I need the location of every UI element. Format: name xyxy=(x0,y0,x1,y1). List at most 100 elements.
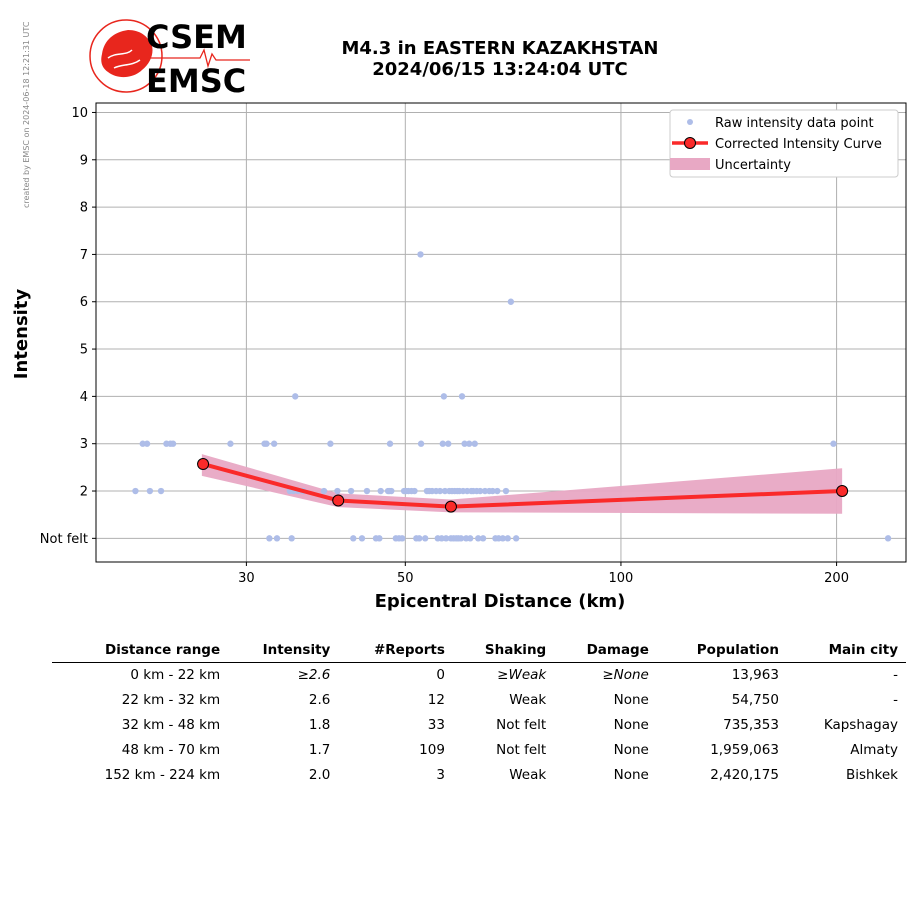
x-tick-label: 200 xyxy=(824,571,849,586)
legend-raw-marker xyxy=(687,119,693,125)
raw-data-point xyxy=(507,298,515,305)
raw-data-point xyxy=(440,393,448,400)
raw-data-point xyxy=(830,440,837,447)
header-damage: Damage xyxy=(554,640,657,663)
logo-top-text: CSEM xyxy=(146,18,247,56)
table-header-row: Distance range Intensity #Reports Shakin… xyxy=(52,640,906,663)
raw-data-point xyxy=(363,487,371,495)
raw-data-point xyxy=(445,440,452,447)
corrected-curve-point xyxy=(444,500,457,513)
corrected-curve-line xyxy=(202,462,843,509)
y-tick-label: 5 xyxy=(80,343,88,358)
raw-data-point xyxy=(266,535,273,542)
raw-data-point xyxy=(143,440,151,447)
table-row: 32 km - 48 km 1.8 33 Not felt None 735,3… xyxy=(121,717,898,733)
legend-curve-marker xyxy=(684,137,696,149)
raw-data-point xyxy=(479,535,487,542)
y-tick-label: 3 xyxy=(80,437,88,452)
raw-data-point xyxy=(350,535,357,542)
raw-data-point xyxy=(474,535,482,542)
raw-data-point xyxy=(471,440,478,447)
raw-data-point xyxy=(439,440,446,447)
legend-uncertainty-swatch xyxy=(670,158,710,170)
raw-data-point xyxy=(386,440,394,447)
raw-data-point xyxy=(442,535,450,542)
raw-data-point xyxy=(502,487,510,495)
table-row: 0 km - 22 km ≥2.6 0 ≥Weak ≥None 13,963 - xyxy=(130,667,898,683)
raw-data-point xyxy=(377,487,384,495)
event-title-line2: 2024/06/15 13:24:04 UTC xyxy=(372,59,628,80)
event-title-line1: M4.3 in EASTERN KAZAKHSTAN xyxy=(341,38,659,59)
header-intensity: Intensity xyxy=(228,640,339,663)
raw-data-point xyxy=(512,535,520,542)
y-tick-label: 4 xyxy=(80,390,88,405)
x-tick-label: 100 xyxy=(609,571,634,586)
y-axis-label: Intensity xyxy=(11,289,32,380)
raw-data-point xyxy=(376,535,383,542)
raw-data-point xyxy=(499,535,506,542)
y-tick-label: 8 xyxy=(80,201,88,216)
raw-data-point xyxy=(292,393,299,400)
emsc-logo: CSEM EMSC xyxy=(89,18,250,100)
y-tick-label: 9 xyxy=(80,153,88,168)
header-main-city: Main city xyxy=(786,640,906,663)
raw-data-point xyxy=(436,487,444,495)
raw-data-point xyxy=(157,487,165,495)
plot-border xyxy=(95,102,907,563)
raw-data-point xyxy=(288,535,295,542)
y-tick-label: 7 xyxy=(80,248,88,263)
corrected-curve-point xyxy=(197,458,210,471)
x-axis-label: Epicentral Distance (km) xyxy=(375,591,626,612)
raw-data-point xyxy=(132,487,139,495)
legend-uncertainty-label: Uncertainty xyxy=(715,158,791,173)
y-tick-label: 2 xyxy=(80,485,88,500)
header-shaking: Shaking xyxy=(452,640,555,663)
raw-data-point xyxy=(416,535,423,542)
raw-data-point xyxy=(358,535,366,542)
corrected-curve-point xyxy=(836,485,849,498)
event-title: M4.3 in EASTERN KAZAKHSTAN 2024/06/15 13… xyxy=(300,38,700,80)
raw-data-point xyxy=(417,440,425,447)
raw-data-point xyxy=(476,487,484,495)
header-reports: #Reports xyxy=(338,640,453,663)
raw-data-point xyxy=(270,440,278,447)
table-row: 22 km - 32 km 2.6 12 Weak None 54,750 - xyxy=(121,692,898,708)
plot-frame xyxy=(95,102,907,563)
raw-data-point xyxy=(388,487,395,495)
raw-data-point xyxy=(327,440,334,447)
logo-bottom-text: EMSC xyxy=(146,62,246,100)
raw-data-point xyxy=(146,487,154,495)
raw-data-point xyxy=(273,535,281,542)
raw-data-point xyxy=(457,535,465,542)
raw-data-point xyxy=(467,535,474,542)
raw-data-point xyxy=(411,487,418,495)
x-tick-label: 30 xyxy=(238,571,255,586)
raw-data-point xyxy=(421,535,429,542)
raw-points xyxy=(132,251,892,542)
raw-data-point xyxy=(398,535,406,542)
x-tick-label: 50 xyxy=(397,571,414,586)
corrected-curve-point xyxy=(332,494,345,507)
raw-data-point xyxy=(438,535,445,542)
raw-data-point xyxy=(263,440,270,447)
header-distance: Distance range xyxy=(52,640,229,663)
raw-data-point xyxy=(320,487,328,495)
axis-ticks: Not felt 2 3 4 5 6 7 8 9 10 30 50 100 200 xyxy=(40,106,849,586)
raw-data-point xyxy=(489,487,496,495)
intensity-table: Distance range Intensity #Reports Shakin… xyxy=(52,640,906,788)
corrected-curve xyxy=(197,458,849,513)
header-population: Population xyxy=(656,640,787,663)
legend-curve-label: Corrected Intensity Curve xyxy=(715,137,882,152)
legend-raw-label: Raw intensity data point xyxy=(715,116,874,131)
y-tick-label: Not felt xyxy=(40,532,88,547)
raw-data-point xyxy=(461,440,468,447)
intensity-chart: Not felt 2 3 4 5 6 7 8 9 10 30 50 100 200 Epicentral … xyxy=(11,102,907,612)
legend: Raw intensity data point Corrected Inten… xyxy=(669,109,899,178)
y-tick-label: 6 xyxy=(80,295,88,310)
y-tick-label: 10 xyxy=(71,106,88,121)
raw-data-point xyxy=(334,487,341,495)
table-row: 48 km - 70 km 1.7 109 Not felt None 1,95… xyxy=(121,742,898,758)
raw-data-point xyxy=(417,251,424,258)
raw-data-point xyxy=(169,440,177,447)
table-row: 152 km - 224 km 2.0 3 Weak None 2,420,17… xyxy=(104,767,898,783)
